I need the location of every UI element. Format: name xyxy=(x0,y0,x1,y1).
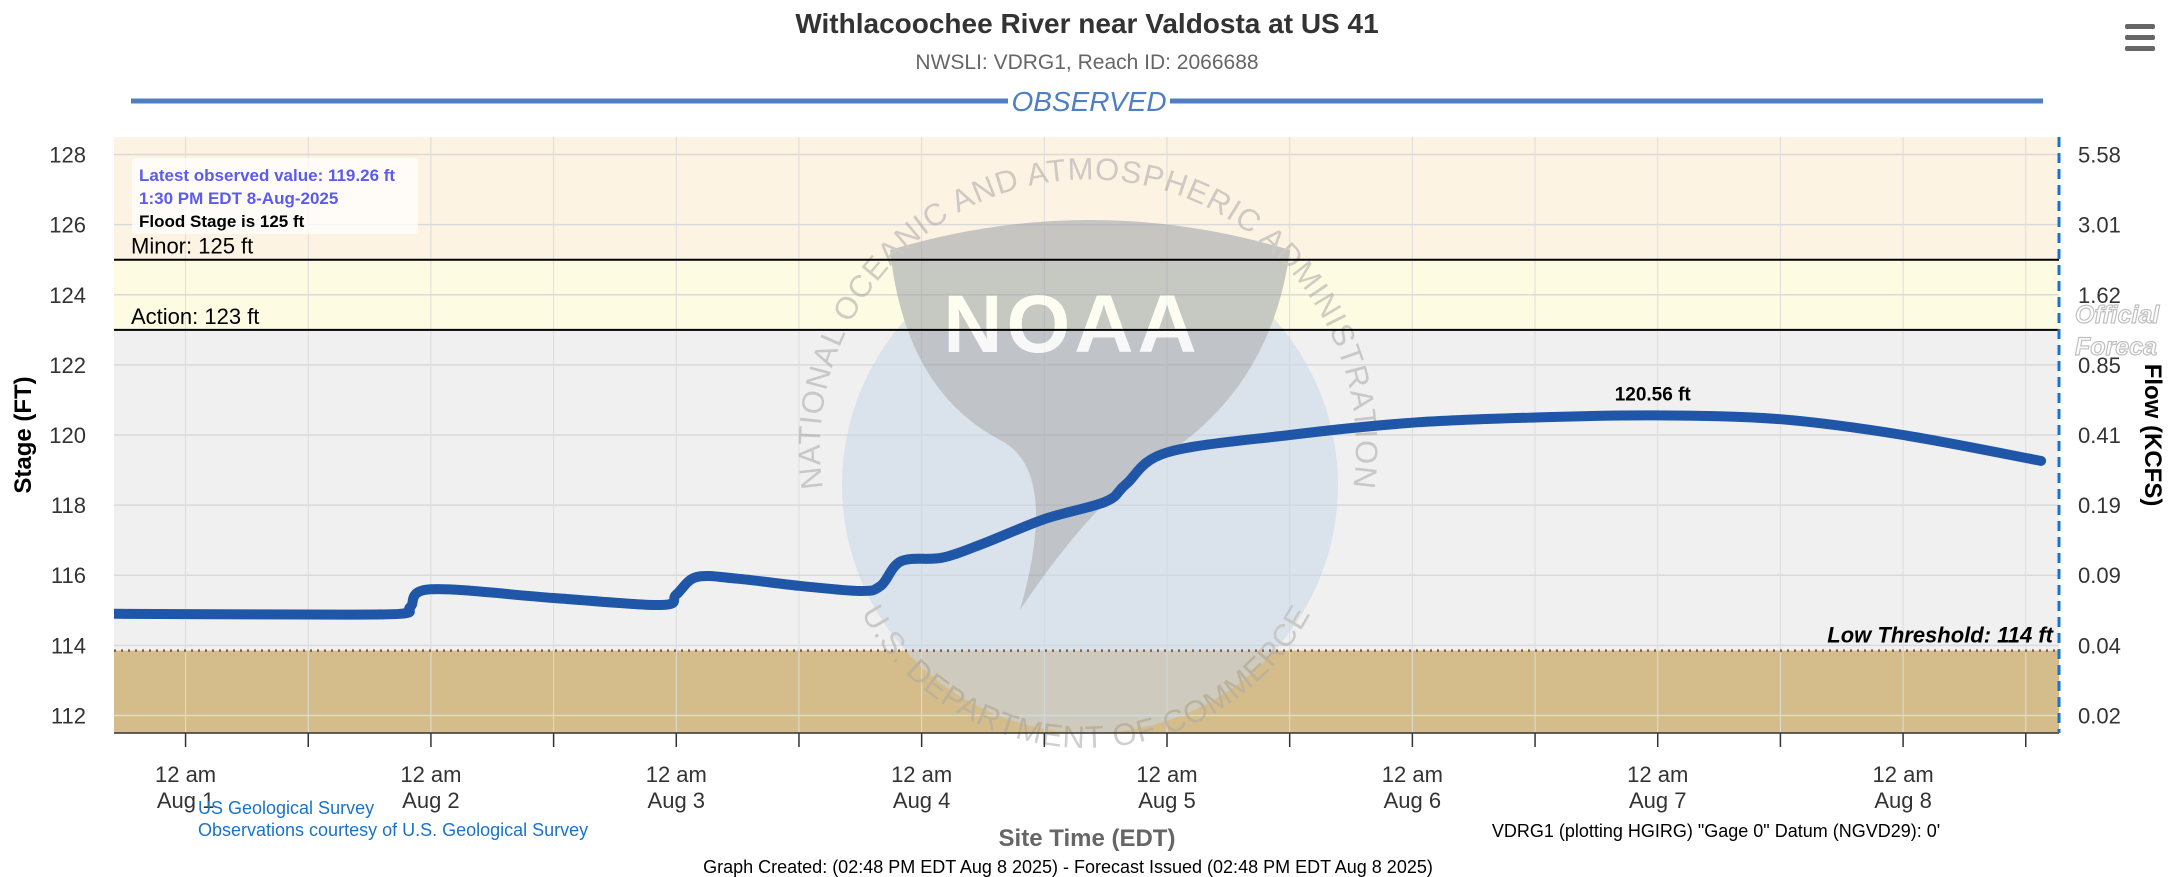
datum-note: VDRG1 (plotting HGIRG) "Gage 0" Datum (N… xyxy=(1492,821,1940,841)
y-tick-label: 120 xyxy=(49,423,86,448)
y-axis-title: Stage (FT) xyxy=(10,376,37,493)
x-tick-label-date: Aug 1 xyxy=(157,788,215,813)
y-tick-label: 124 xyxy=(49,283,86,308)
x-tick-label-time: 12 am xyxy=(1136,762,1197,787)
y-tick-label: 128 xyxy=(49,143,86,168)
chart-title: Withlacoochee River near Valdosta at US … xyxy=(795,8,1378,39)
x-tick-label-time: 12 am xyxy=(1627,762,1688,787)
y-right-tick-label: 1.62 xyxy=(2078,283,2121,308)
x-tick-label-date: Aug 8 xyxy=(1874,788,1932,813)
flood-stage-note: Flood Stage is 125 ft xyxy=(139,212,305,231)
noaa-logo-gull xyxy=(890,220,1290,610)
hamburger-menu-icon[interactable] xyxy=(2122,22,2156,58)
x-tick-label-time: 12 am xyxy=(1382,762,1443,787)
y-tick-label: 112 xyxy=(51,703,86,728)
x-tick-label-date: Aug 4 xyxy=(893,788,951,813)
threshold-label-minor: Minor: 125 ft xyxy=(131,234,253,259)
latest-observed-time: 1:30 PM EDT 8-Aug-2025 xyxy=(139,189,338,208)
threshold-lines: Minor: 125 ft Action: 123 ft Low Threshold… xyxy=(114,234,2059,652)
y-right-tick-label: 0.19 xyxy=(2078,493,2121,518)
x-axis-title: Site Time (EDT) xyxy=(999,825,1176,852)
y-tick-label: 116 xyxy=(51,563,86,588)
x-tick-label-date: Aug 6 xyxy=(1384,788,1442,813)
x-tick-label-date: Aug 3 xyxy=(648,788,706,813)
y-axis-right-title: Flow (KCFS) xyxy=(2139,364,2166,507)
x-tick-label-date: Aug 7 xyxy=(1629,788,1687,813)
threshold-label-action: Action: 123 ft xyxy=(131,304,259,329)
latest-value-box-bg xyxy=(132,158,418,234)
y-tick-label: 118 xyxy=(51,493,86,518)
credits-usgs[interactable]: US Geological Survey xyxy=(198,798,374,818)
observed-header-label: OBSERVED xyxy=(1011,86,1166,117)
stage-series xyxy=(114,410,2047,620)
latest-observed-value: Latest observed value: 119.26 ft xyxy=(139,166,395,185)
credits-observations[interactable]: Observations courtesy of U.S. Geological… xyxy=(198,820,588,840)
axes: 128 126 124 122 120 118 116 114 112 5.58 3.01 1.62 0… xyxy=(49,143,2121,813)
y-right-tick-label: 3.01 xyxy=(2078,213,2121,238)
y-right-tick-label: 5.58 xyxy=(2078,143,2121,168)
chart-subtitle: NWSLI: VDRG1, Reach ID: 2066688 xyxy=(915,51,1258,74)
noaa-logo-text: NOAA xyxy=(943,279,1200,370)
peak-label: 120.56 ft xyxy=(1615,384,1692,405)
x-tick-label-time: 12 am xyxy=(646,762,707,787)
y-tick-label: 122 xyxy=(49,353,86,378)
latest-value-box: Latest observed value: 119.26 ft 1:30 PM… xyxy=(132,158,418,234)
y-right-tick-label: 0.85 xyxy=(2078,353,2121,378)
x-tick-label-date: Aug 5 xyxy=(1138,788,1196,813)
x-tick-label-time: 12 am xyxy=(400,762,461,787)
x-tick-label-time: 12 am xyxy=(891,762,952,787)
x-tick-label-time: 12 am xyxy=(1873,762,1934,787)
y-tick-label: 114 xyxy=(51,633,86,658)
graph-created-footer: Graph Created: (02:48 PM EDT Aug 8 2025)… xyxy=(703,857,1433,877)
threshold-label-low: Low Threshold: 114 ft xyxy=(1827,623,2054,648)
series-line-observed-stage xyxy=(114,410,2047,620)
y-right-tick-label: 0.02 xyxy=(2078,703,2121,728)
forecast-label-line1: Official xyxy=(2075,301,2160,329)
x-tick-label-date: Aug 2 xyxy=(402,788,460,813)
annotations: 120.56 ft xyxy=(1615,384,1692,405)
forecast-label-line2: Foreca xyxy=(2075,333,2157,361)
y-tick-label: 126 xyxy=(49,213,86,238)
x-tick-label-time: 12 am xyxy=(155,762,216,787)
y-right-tick-label: 0.04 xyxy=(2078,633,2121,658)
y-right-tick-label: 0.41 xyxy=(2078,423,2121,448)
y-right-tick-label: 0.09 xyxy=(2078,563,2121,588)
